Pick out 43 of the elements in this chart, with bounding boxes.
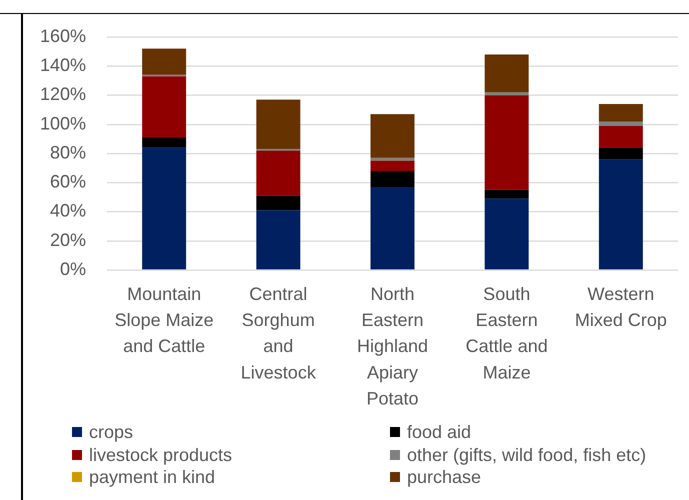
x-tick-label: North Eastern Highland Apiary Potato [356,284,428,408]
y-tick-label: 120% [40,84,86,104]
bar [142,76,186,138]
bar [370,158,414,161]
bar [598,104,643,122]
bar [256,100,300,150]
bar [256,196,300,210]
y-tick-label: 0% [60,258,86,279]
x-tick-label: South Eastern Cattle and Maize [466,284,548,382]
x-tick-label: Mountain Slope Maize and Cattle [114,284,214,356]
legend-label: other (gifts, wild food, fish etc) [407,444,646,466]
bar [256,210,300,270]
x-tick-label: Western Mixed Crop [574,284,667,330]
bar [484,95,529,190]
bar [598,121,643,126]
bar [142,48,186,75]
bar [142,137,186,148]
y-tick-label: 100% [40,113,86,134]
bar [370,186,414,270]
bar [370,114,414,158]
y-tick-label: 80% [50,142,86,162]
legend-label: purchase [407,466,482,488]
y-tick-label: 20% [50,230,86,250]
x-tick-label: Central Sorghum and Livestock [240,284,317,382]
legend-label: food aid [407,421,472,444]
y-tick-label: 140% [40,55,86,76]
bar [484,198,529,270]
bar [142,148,186,270]
bar [370,160,414,171]
y-tick-label: 40% [50,200,86,221]
bar [484,54,529,92]
bar [484,190,529,199]
legend-label: crops [89,421,134,444]
bar [370,170,414,187]
legend-label: payment in kind [89,466,216,488]
y-tick-label: 60% [50,172,86,192]
bar [256,150,300,196]
bar [484,92,529,96]
y-tick-label: 160% [40,26,86,46]
bar [598,126,643,148]
legend-label: livestock products [89,444,232,466]
bar [598,159,643,270]
bar [598,148,643,160]
